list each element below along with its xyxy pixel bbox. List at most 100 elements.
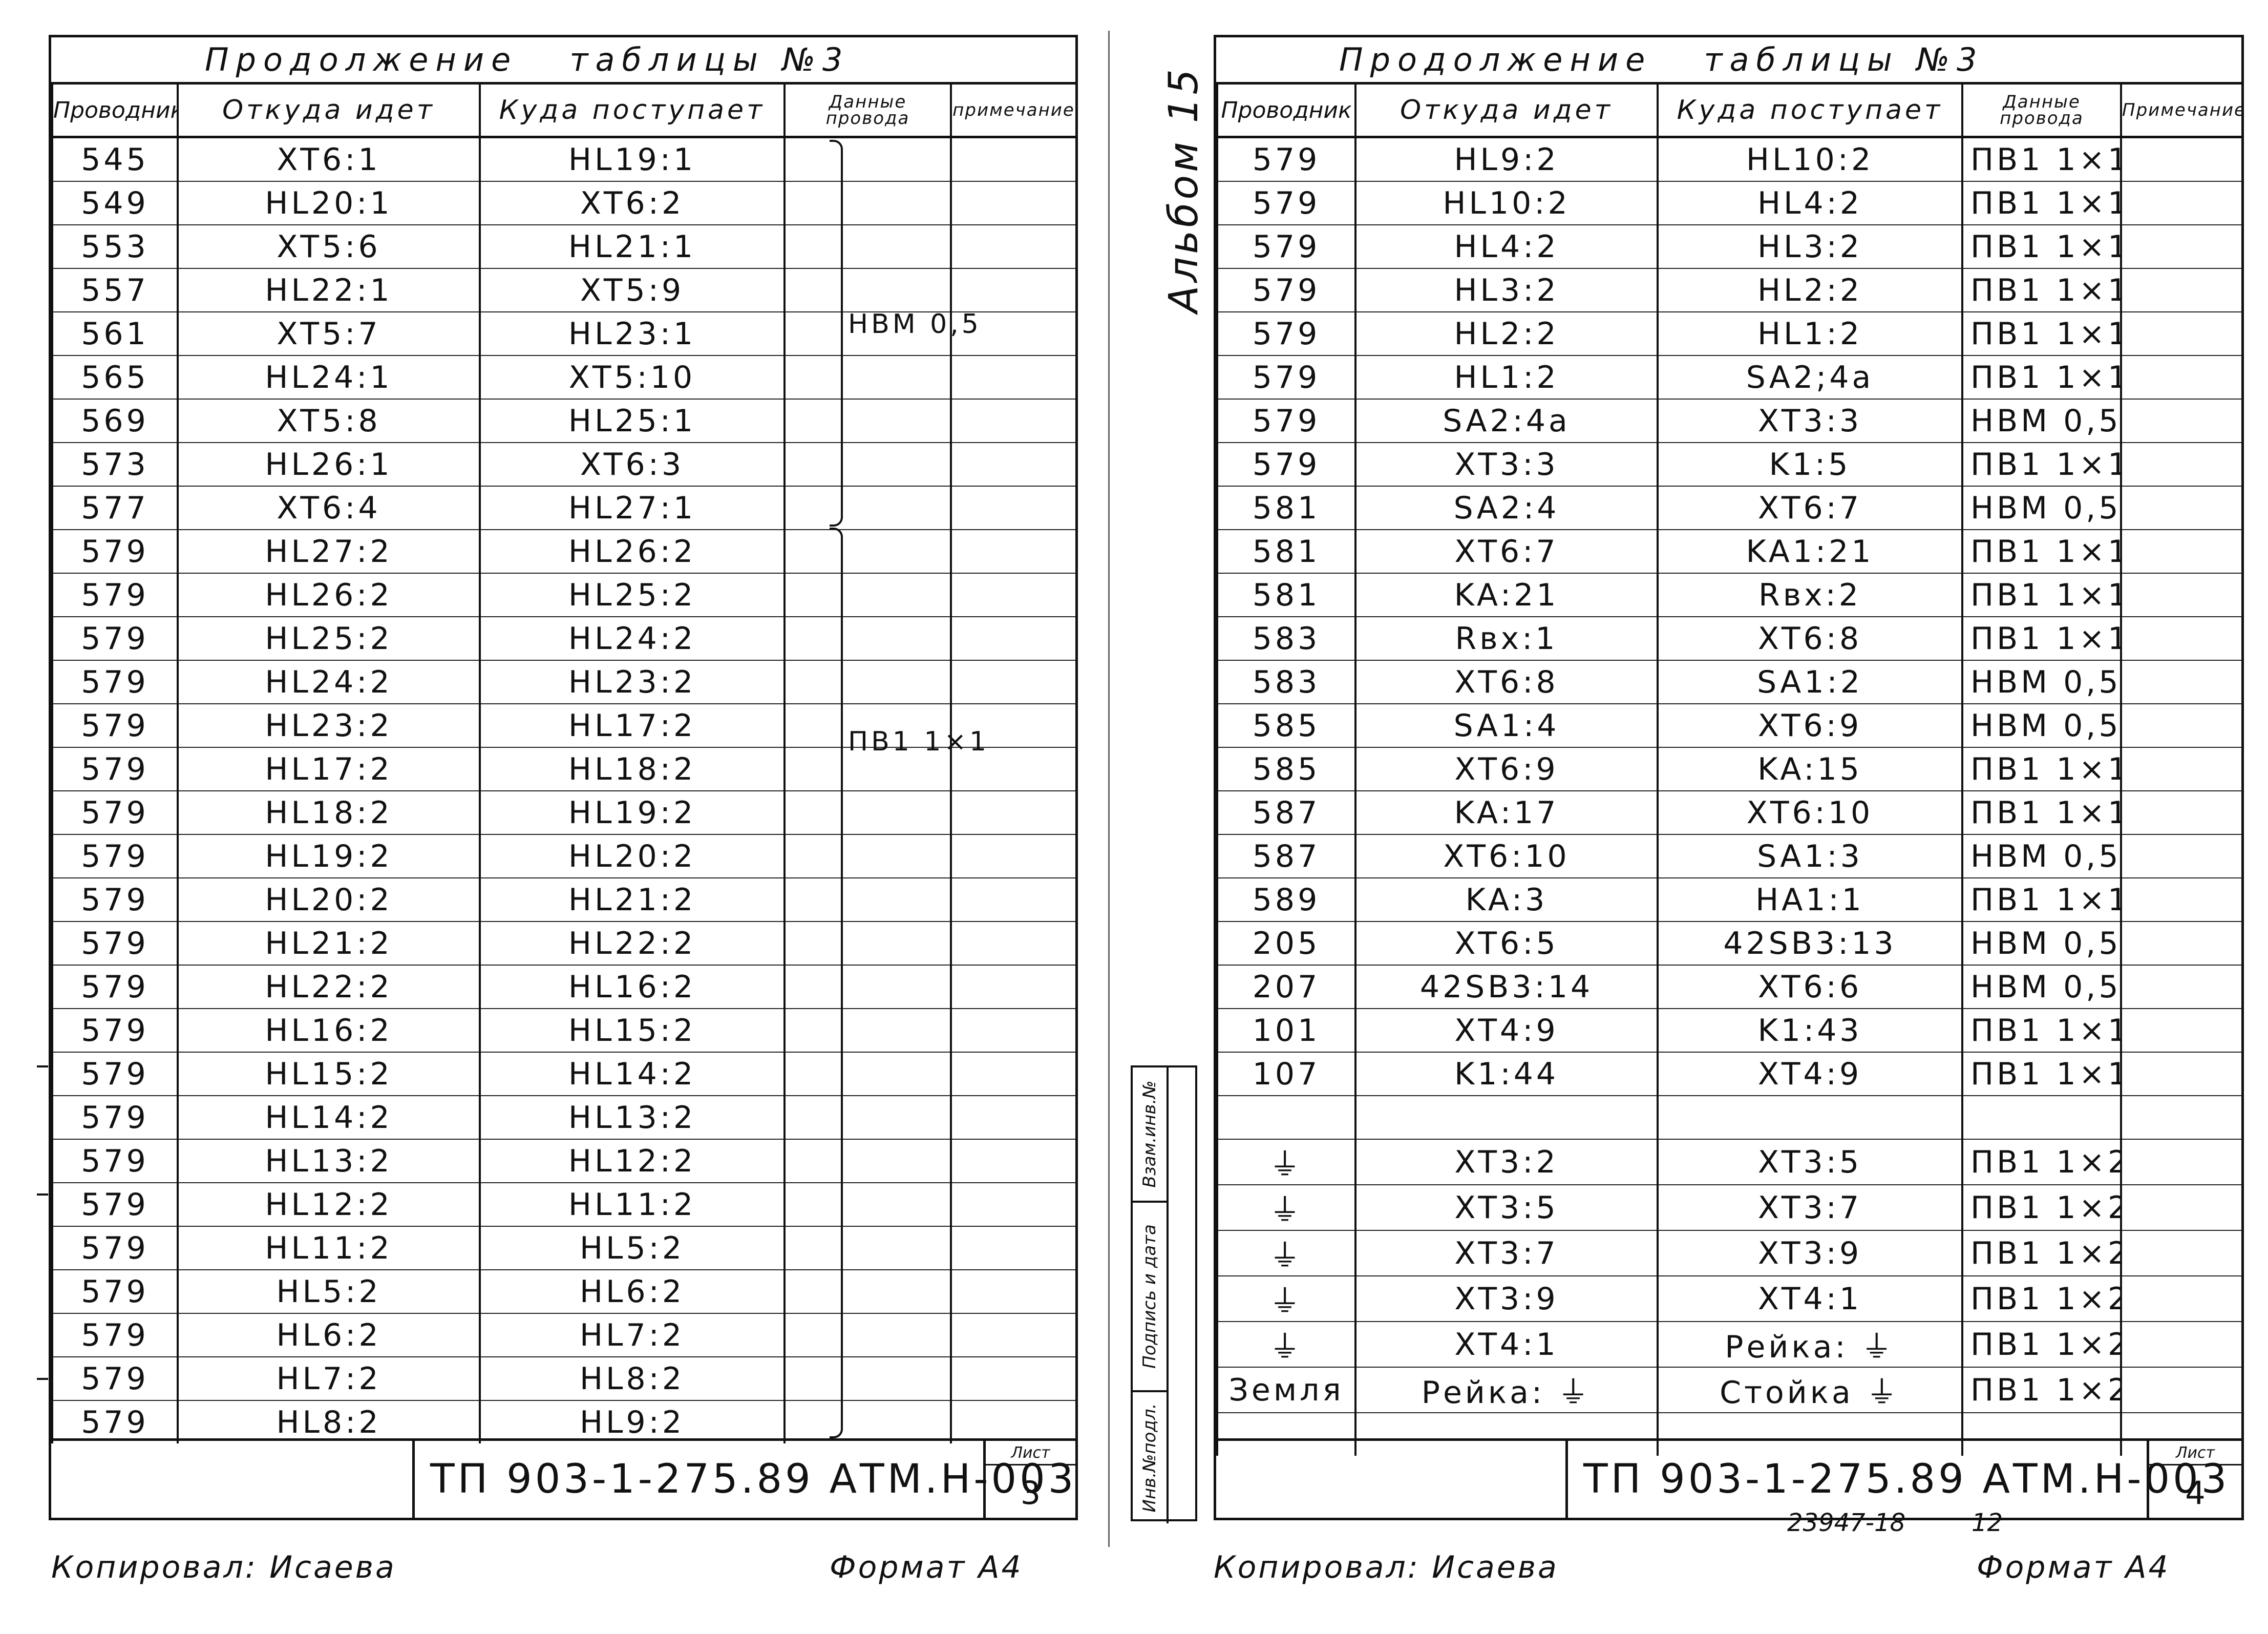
cell-from: XT6:7 <box>1354 530 1659 574</box>
table-row: 579 HL23:2 HL17:2 <box>51 704 1077 748</box>
cell-from: HL18:2 <box>177 791 481 835</box>
table-row: 553 XT5:6 HL21:1 <box>51 225 1077 269</box>
title-block: ТП 903-1-275.89 АТМ.Н-003 Лист 4 <box>1216 1438 2241 1518</box>
cell-to: XT6:9 <box>1657 704 1963 748</box>
cell-to: HL26:2 <box>479 530 786 574</box>
table-row: 579 HL18:2 HL19:2 <box>51 791 1077 835</box>
cell-conductor: 579 <box>51 1270 179 1314</box>
cell-wire <box>783 1357 952 1401</box>
cell-wire: НВМ 0,5 <box>1961 965 2122 1009</box>
cell-conductor: 205 <box>1216 921 1356 966</box>
group-brace <box>830 528 843 1438</box>
sheet-divider <box>1108 31 1110 1547</box>
col-conductor: Проводник <box>51 85 179 138</box>
cell-to: HL17:2 <box>479 704 786 748</box>
cell-from: HL12:2 <box>177 1183 481 1227</box>
cell-conductor: 579 <box>51 1183 179 1227</box>
col-note: примечание <box>950 85 1077 138</box>
cell-wire <box>783 399 952 443</box>
cell-wire: НВМ 0,5 <box>1961 399 2122 443</box>
sheet-number-box: Лист 3 <box>983 1441 1075 1518</box>
table-row <box>1216 1096 2243 1140</box>
cell-from: XT6:4 <box>177 486 481 530</box>
cell-conductor: 579 <box>51 1400 179 1443</box>
table-row: 587 XT6:10 SA1:3 НВМ 0,5 <box>1216 834 2243 878</box>
cell-to: HL23:1 <box>479 312 786 356</box>
cell-to: HL6:2 <box>479 1270 786 1314</box>
cell-note <box>2120 137 2243 182</box>
col-from: Откуда идет <box>177 85 481 138</box>
paper-format: Формат А4 <box>1977 1549 2170 1585</box>
cell-note <box>2120 1009 2243 1053</box>
cell-from: XT6:8 <box>1354 660 1659 704</box>
cell-wire: ПВ1 1×2,5 <box>1961 1185 2122 1231</box>
cell-note <box>950 573 1077 617</box>
cell-from: Рейка: ⏚ <box>1354 1367 1659 1413</box>
cell-note <box>950 1313 1077 1357</box>
table-row: 579 HL1:2 SA2;4a ПВ1 1×1 <box>1216 355 2243 400</box>
strip-cell: Инв.№подл. <box>1133 1390 1169 1523</box>
cell-to: Рейка: ⏚ <box>1657 1322 1963 1368</box>
table-row <box>1216 1413 2243 1456</box>
table-row: 589 KA:3 HA1:1 ПВ1 1×1 <box>1216 878 2243 922</box>
cell-conductor: 579 <box>1216 399 1356 443</box>
table-row: 579 HL10:2 HL4:2 ПВ1 1×1 <box>1216 181 2243 225</box>
table-row: 545 XT6:1 HL19:1 <box>51 137 1077 182</box>
col-to: Куда поступает <box>1657 85 1963 138</box>
title-block: ТП 903-1-275.89 АТМ.Н-003 Лист 3 <box>51 1438 1075 1518</box>
cell-to: SA1:2 <box>1657 660 1963 704</box>
cell-conductor: ⏚ <box>1216 1185 1356 1231</box>
cell-from: KA:3 <box>1354 878 1659 922</box>
cell-note <box>2120 355 2243 400</box>
cell-from: HL13:2 <box>177 1139 481 1183</box>
cell-wire: ПВ1 1×1 <box>1961 747 2122 791</box>
table-row: 579 HL21:2 HL22:2 <box>51 921 1077 966</box>
cell-conductor: 107 <box>1216 1052 1356 1096</box>
cell-to: SA1:3 <box>1657 834 1963 878</box>
table-row: 579 HL26:2 HL25:2 <box>51 573 1077 617</box>
cell-note <box>950 312 1077 356</box>
cell-from: HL2:2 <box>1354 312 1659 356</box>
cell-wire: ПВ1 1×1 <box>1961 791 2122 835</box>
cell-from: HL8:2 <box>177 1400 481 1443</box>
cell-from: HL15:2 <box>177 1052 481 1096</box>
cell-from: HL19:2 <box>177 834 481 878</box>
cell-from: HL26:2 <box>177 573 481 617</box>
col-wire: Данные провода <box>783 85 952 138</box>
cell-wire <box>783 225 952 269</box>
approval-strip: Взам.инв.№ Подпись и дата Инв.№подл. <box>1131 1065 1197 1523</box>
cell-conductor: 579 <box>1216 225 1356 269</box>
cell-conductor: 587 <box>1216 791 1356 835</box>
cell-wire <box>783 1009 952 1053</box>
cell-to: HL25:2 <box>479 573 786 617</box>
cell-to: XT3:9 <box>1657 1230 1963 1276</box>
cell-wire <box>783 834 952 878</box>
cell-wire: ПВ1 1×2,5 <box>1961 1230 2122 1276</box>
cell-from: SA2:4 <box>1354 486 1659 530</box>
cell-to: 42SB3:13 <box>1657 921 1963 966</box>
cell-to: XT4:9 <box>1657 1052 1963 1096</box>
cell-wire <box>783 878 952 922</box>
table-row: 579 HL17:2 HL18:2 <box>51 747 1077 791</box>
cell-to: HL21:1 <box>479 225 786 269</box>
cell-wire <box>1961 1096 2122 1140</box>
cell-note <box>950 834 1077 878</box>
table-row: 579 HL13:2 HL12:2 <box>51 1139 1077 1183</box>
cell-wire: НВМ 0,5 <box>1961 704 2122 748</box>
table-row: 577 XT6:4 HL27:1 <box>51 486 1077 530</box>
cell-wire <box>783 704 952 748</box>
cell-note <box>950 1400 1077 1443</box>
cell-note <box>2120 965 2243 1009</box>
cell-note <box>2120 1413 2243 1456</box>
cell-note <box>950 878 1077 922</box>
table-row: 579 HL20:2 HL21:2 <box>51 878 1077 922</box>
cell-conductor: ⏚ <box>1216 1230 1356 1276</box>
cell-from: HL5:2 <box>177 1270 481 1314</box>
cell-conductor: Земля <box>1216 1367 1356 1413</box>
cell-conductor: 579 <box>51 1009 179 1053</box>
table-row: 557 HL22:1 XT5:9 <box>51 268 1077 312</box>
cell-note <box>950 1096 1077 1140</box>
cell-to: HL7:2 <box>479 1313 786 1357</box>
cell-from: XT3:2 <box>1354 1139 1659 1185</box>
